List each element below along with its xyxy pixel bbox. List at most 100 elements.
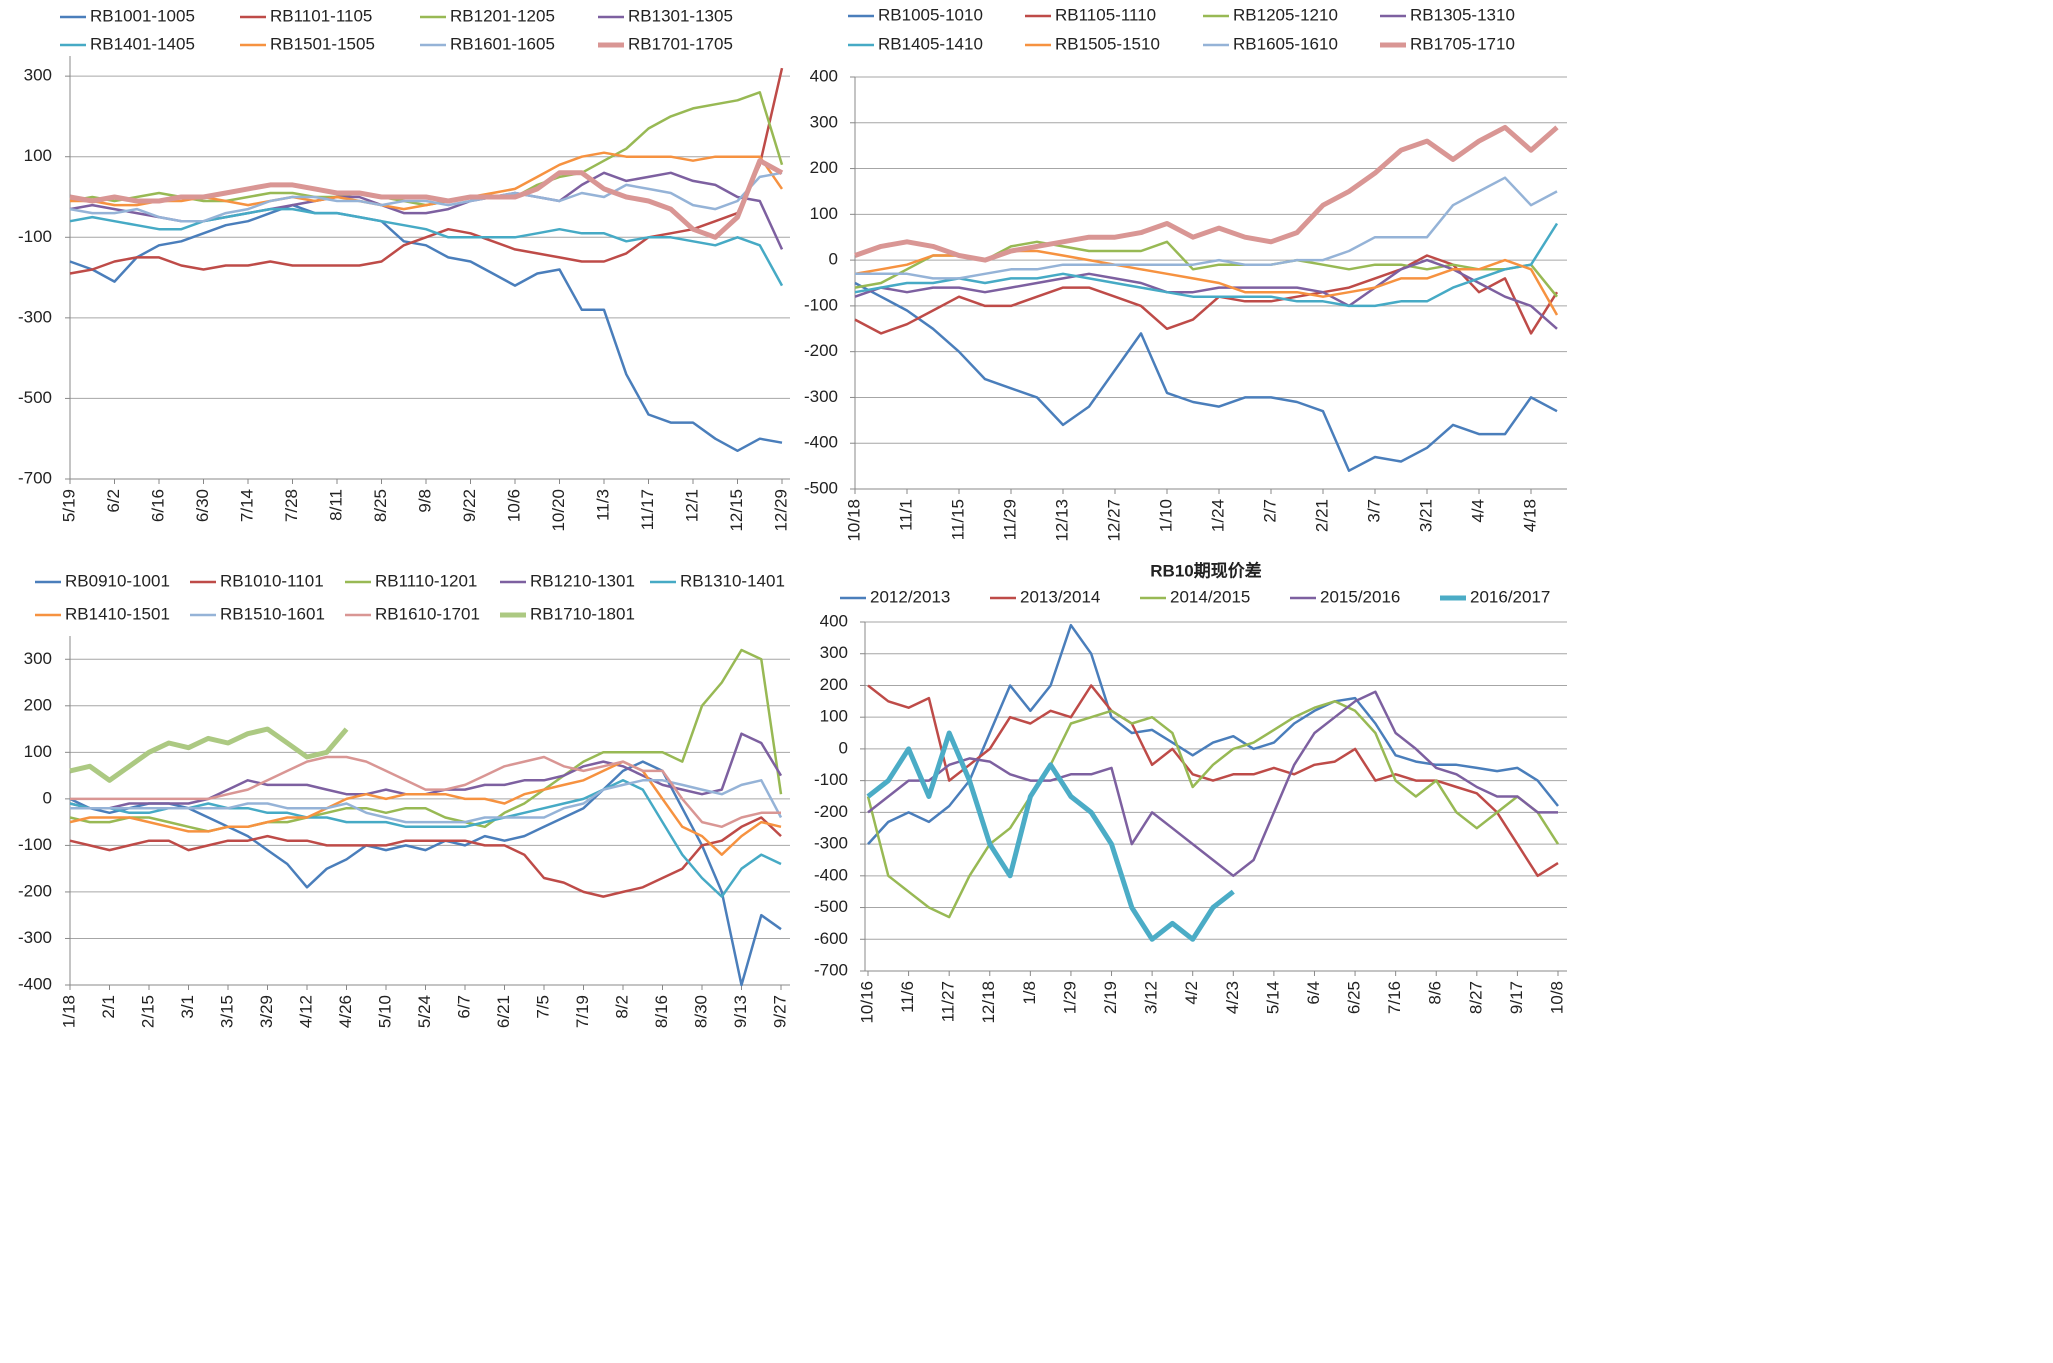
legend-label: RB1001-1005 [90, 6, 195, 25]
legend-label: RB1605-1610 [1233, 34, 1338, 53]
legend-label: RB1710-1801 [530, 604, 635, 623]
x-tick-label: 8/6 [1426, 981, 1445, 1005]
x-tick-label: 4/18 [1520, 499, 1539, 532]
x-tick-label: 12/27 [1104, 499, 1123, 542]
y-tick-label: -100 [804, 295, 838, 314]
x-tick-label: 12/15 [727, 489, 746, 532]
series-line [70, 151, 784, 211]
y-tick-label: -500 [18, 388, 52, 407]
series-line [867, 690, 1558, 878]
series-line [70, 755, 781, 829]
x-tick-label: 6/25 [1345, 981, 1364, 1014]
x-tick-label: 3/12 [1142, 981, 1161, 1014]
x-tick-label: 8/16 [652, 995, 671, 1028]
x-tick-label: 10/18 [844, 499, 863, 542]
y-tick-label: -300 [804, 387, 838, 406]
legend-label: RB1005-1010 [878, 5, 983, 24]
x-tick-label: 3/7 [1364, 499, 1383, 523]
series-line [867, 623, 1559, 845]
series-line [69, 203, 783, 453]
y-tick-label: 100 [810, 204, 838, 223]
x-tick-label: 9/27 [770, 995, 789, 1028]
x-tick-label: 9/13 [731, 995, 750, 1028]
series-line [69, 158, 784, 240]
y-tick-label: 200 [820, 675, 848, 694]
series-line [69, 67, 784, 275]
x-tick-label: 7/28 [282, 489, 301, 522]
x-tick-label: 4/4 [1468, 499, 1487, 523]
x-tick-label: 9/8 [415, 489, 434, 513]
x-tick-label: 12/29 [771, 489, 790, 532]
x-tick-label: 1/18 [59, 995, 78, 1028]
y-tick-label: 0 [43, 788, 52, 807]
legend-label: RB1601-1605 [450, 34, 555, 53]
x-tick-label: 11/17 [638, 489, 657, 530]
legend-label: RB1610-1701 [375, 604, 480, 623]
legend-label: 2014/2015 [1170, 587, 1250, 606]
series-line [69, 816, 782, 898]
x-tick-label: 9/22 [460, 489, 479, 522]
series-line [70, 779, 783, 824]
x-tick-label: 4/23 [1223, 981, 1242, 1014]
x-tick-label: 4/26 [336, 995, 355, 1028]
x-tick-label: 11/29 [1000, 499, 1019, 540]
y-tick-label: -300 [814, 834, 848, 853]
y-tick-label: -400 [18, 974, 52, 993]
x-tick-label: 6/7 [454, 995, 473, 1019]
y-tick-label: -500 [814, 897, 848, 916]
legend-label: RB1301-1305 [628, 6, 733, 25]
series-line [854, 281, 1558, 472]
series-line [854, 258, 1558, 330]
y-tick-label: 0 [829, 250, 838, 269]
y-tick-label: -300 [18, 928, 52, 947]
y-tick-label: -100 [18, 227, 52, 246]
legend-label: RB1105-1110 [1055, 5, 1156, 24]
legend-label: RB1401-1405 [90, 34, 195, 53]
y-tick-label: -700 [18, 468, 52, 487]
series-line [69, 726, 349, 783]
x-tick-label: 6/21 [494, 995, 513, 1028]
y-tick-label: -300 [18, 307, 52, 326]
x-tick-label: 11/1 [896, 499, 915, 531]
legend-label: RB1410-1501 [65, 604, 170, 623]
x-tick-label: 8/2 [612, 995, 631, 1019]
x-tick-label: 5/24 [415, 995, 434, 1028]
x-tick-label: 6/2 [104, 489, 123, 513]
legend-label: RB1201-1205 [450, 6, 555, 25]
legend-label: 2012/2013 [870, 587, 950, 606]
y-tick-label: 200 [810, 158, 838, 177]
legend-label: RB1010-1101 [220, 571, 324, 590]
y-tick-label: -200 [18, 881, 52, 900]
x-tick-label: 1/24 [1208, 499, 1227, 532]
x-tick-label: 7/5 [533, 995, 552, 1019]
y-tick-label: -400 [814, 865, 848, 884]
x-tick-label: 10/20 [549, 489, 568, 532]
series-line [866, 700, 1560, 919]
legend-label: RB1705-1710 [1410, 34, 1515, 53]
x-tick-label: 11/3 [593, 489, 612, 521]
x-tick-label: 1/8 [1020, 981, 1039, 1005]
y-tick-label: 200 [24, 695, 52, 714]
legend-label: 2015/2016 [1320, 587, 1400, 606]
series-line [69, 207, 784, 287]
legend-label: RB1310-1401 [680, 571, 785, 590]
y-tick-label: 300 [820, 643, 848, 662]
legend-label: RB1305-1310 [1410, 5, 1515, 24]
y-tick-label: -700 [814, 960, 848, 979]
x-tick-label: 5/10 [375, 995, 394, 1028]
x-tick-label: 3/1 [178, 995, 197, 1019]
x-tick-label: 10/8 [1547, 981, 1566, 1014]
x-tick-label: 11/15 [948, 499, 967, 540]
series-line [854, 124, 1559, 263]
legend-label: RB1101-1105 [270, 6, 372, 25]
y-tick-label: 100 [24, 146, 52, 165]
series-line [69, 91, 784, 207]
x-tick-label: 8/25 [371, 489, 390, 522]
series-line [854, 222, 1559, 308]
chart-title: RB10期现价差 [1150, 560, 1261, 580]
y-tick-label: 100 [820, 707, 848, 726]
x-tick-label: 2/15 [138, 995, 157, 1028]
x-tick-label: 5/19 [59, 489, 78, 522]
legend-label: RB1205-1210 [1233, 5, 1338, 24]
x-tick-label: 11/27 [939, 981, 958, 1022]
